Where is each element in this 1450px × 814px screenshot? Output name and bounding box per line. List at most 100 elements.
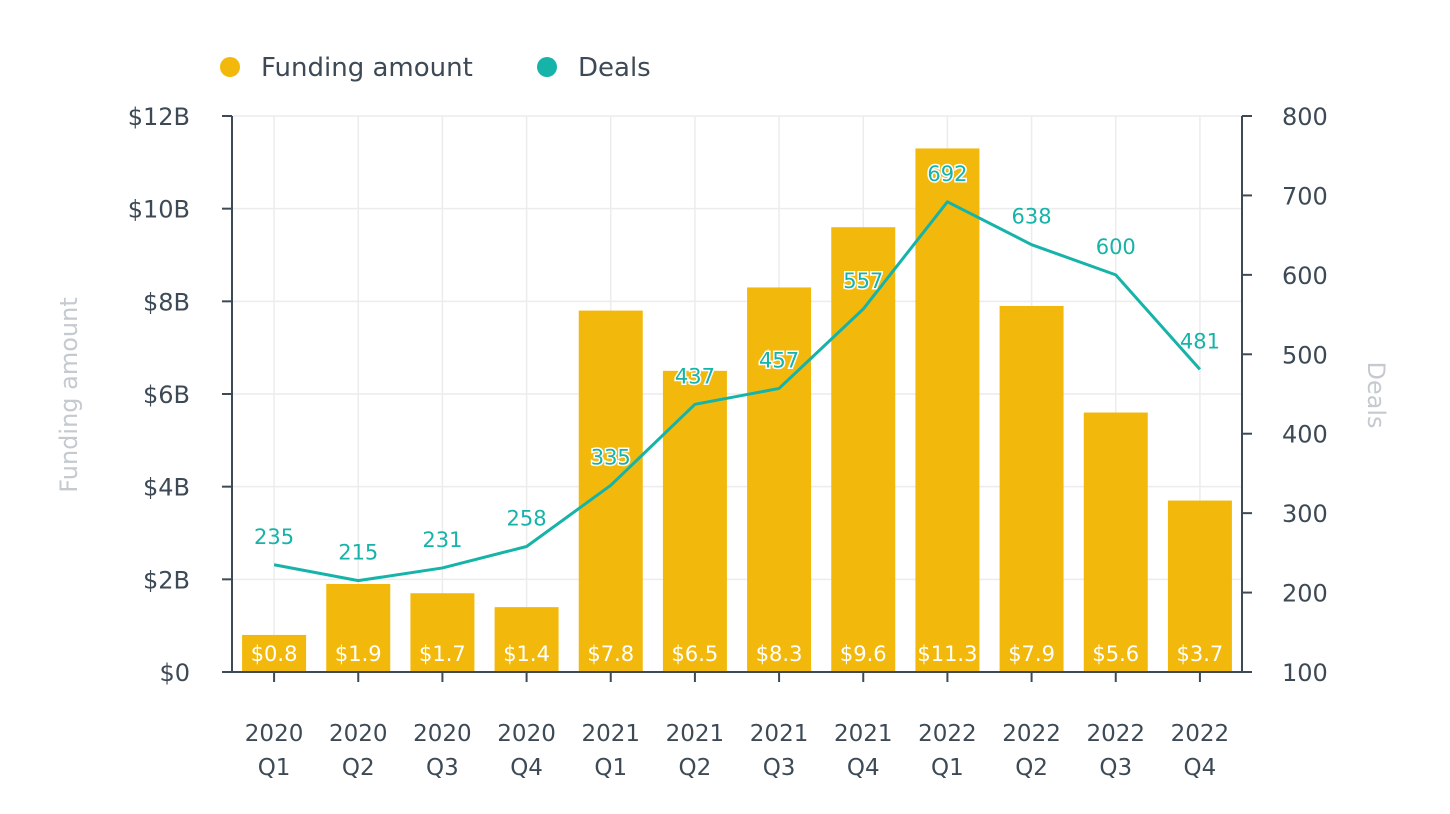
x-tick-label-quarter: Q1 (594, 755, 627, 781)
bars (242, 148, 1232, 672)
funding-bar (662, 370, 727, 672)
funding-bar (578, 310, 643, 672)
legend-label-deals: Deals (578, 53, 651, 83)
deals-value-label: 215 (338, 541, 378, 565)
x-tick-label-year: 2022 (1086, 721, 1145, 747)
left-axis-title: Funding amount (55, 297, 83, 493)
x-tick-label-quarter: Q1 (258, 755, 291, 781)
deals-value-label: 692 (927, 162, 967, 186)
right-tick-label: 500 (1282, 341, 1328, 369)
funding-value-label: $8.3 (756, 642, 803, 666)
x-tick-label-quarter: Q1 (931, 755, 964, 781)
deals-value-label: 235 (254, 525, 294, 549)
funding-bar (1167, 500, 1232, 672)
x-tick-label-quarter: Q3 (763, 755, 796, 781)
deals-value-label: 600 (1096, 235, 1136, 259)
funding-bar (1083, 412, 1148, 672)
x-tick-label: 2020 Q3 (413, 721, 472, 781)
x-tick-label-quarter: Q4 (510, 755, 543, 781)
deals-value-label: 437 (675, 364, 715, 388)
x-tick-label: 2022 Q3 (1086, 721, 1145, 781)
left-tick-label: $2B (143, 566, 190, 594)
x-tick-label: 2021 Q4 (834, 721, 893, 781)
funding-bar (915, 148, 980, 672)
funding-bar (747, 287, 812, 672)
funding-value-label: $1.9 (335, 642, 382, 666)
x-tick-label-year: 2022 (1002, 721, 1061, 747)
right-tick-label: 800 (1282, 103, 1328, 131)
x-tick-label: 2021 Q3 (750, 721, 809, 781)
x-tick-label-year: 2021 (581, 721, 640, 747)
x-tick-label: 2022 Q1 (918, 721, 977, 781)
x-tick-label-year: 2020 (329, 721, 388, 747)
funding-bar (410, 593, 475, 672)
legend-label-funding: Funding amount (261, 53, 473, 83)
x-tick-label-quarter: Q3 (1099, 755, 1132, 781)
x-tick-label-year: 2021 (666, 721, 725, 747)
funding-value-label: $7.9 (1008, 642, 1055, 666)
funding-value-label: $0.8 (251, 642, 298, 666)
x-tick-label-quarter: Q2 (1015, 755, 1048, 781)
funding-value-label: $3.7 (1177, 642, 1224, 666)
x-tick-label-quarter: Q4 (847, 755, 880, 781)
deals-value-label: 258 (507, 507, 547, 531)
x-tick-label: 2020 Q1 (245, 721, 304, 781)
funding-value-label: $11.3 (917, 642, 977, 666)
x-tick-label: 2021 Q1 (581, 721, 640, 781)
x-tick-label-quarter: Q2 (679, 755, 712, 781)
right-axis-title: Deals (1362, 361, 1390, 428)
x-tick-label-year: 2022 (918, 721, 977, 747)
legend-marker-deals (537, 57, 557, 77)
x-tick-label-year: 2020 (497, 721, 556, 747)
right-tick-label: 100 (1282, 659, 1328, 687)
x-tick-label-quarter: Q2 (342, 755, 375, 781)
x-tick-label: 2022 Q4 (1171, 721, 1230, 781)
data-labels: $0.8 $1.9 $1.7 $1.4 $7.8 $6.5 $8.3 $9.6 $11.3 $7.… (251, 160, 1224, 666)
x-tick-label: 2020 Q2 (329, 721, 388, 781)
x-tick-label-quarter: Q3 (426, 755, 459, 781)
deals-value-label: 557 (843, 269, 883, 293)
right-tick-label: 200 (1282, 580, 1328, 608)
right-tick-label: 600 (1282, 262, 1328, 290)
funding-value-label: $7.8 (587, 642, 634, 666)
x-tick-label-year: 2020 (245, 721, 304, 747)
deals-line-layer (273, 200, 1202, 583)
axes: $0 $2B $4B $6B $8B $10B $12B 100 200 300 400 500 600… (55, 103, 1390, 781)
funding-bar (831, 227, 896, 672)
left-tick-label: $6B (143, 381, 190, 409)
deals-value-label: 638 (1012, 205, 1052, 229)
x-tick-label-year: 2020 (413, 721, 472, 747)
funding-value-label: $5.6 (1092, 642, 1139, 666)
funding-bar (326, 583, 391, 672)
funding-value-label: $1.7 (419, 642, 466, 666)
funding-value-label: $6.5 (672, 642, 719, 666)
deals-line (273, 200, 1202, 583)
x-tick-label-year: 2022 (1171, 721, 1230, 747)
right-tick-label: 300 (1282, 500, 1328, 528)
x-tick-label: 2021 Q2 (666, 721, 725, 781)
left-tick-label: $12B (128, 103, 190, 131)
left-tick-label: $10B (128, 196, 190, 224)
left-tick-label: $0 (159, 659, 190, 687)
funding-value-label: $1.4 (503, 642, 550, 666)
x-tick-label-year: 2021 (834, 721, 893, 747)
funding-bar (242, 634, 307, 672)
left-tick-label: $4B (143, 474, 190, 502)
funding-bar (999, 305, 1064, 672)
x-tick-label-year: 2021 (750, 721, 809, 747)
funding-value-label: $9.6 (840, 642, 887, 666)
deals-value-label: 335 (591, 445, 631, 469)
legend-marker-funding (220, 57, 240, 77)
x-tick-label: 2022 Q2 (1002, 721, 1061, 781)
right-tick-label: 400 (1282, 421, 1328, 449)
deals-value-label: 231 (422, 528, 462, 552)
legend: Funding amount Deals (220, 53, 651, 83)
funding-bar (494, 607, 559, 672)
x-tick-label: 2020 Q4 (497, 721, 556, 781)
deals-value-label: 481 (1180, 329, 1220, 353)
deals-value-label: 457 (759, 348, 799, 372)
x-tick-label-quarter: Q4 (1184, 755, 1217, 781)
left-tick-label: $8B (143, 288, 190, 316)
right-tick-label: 700 (1282, 182, 1328, 210)
